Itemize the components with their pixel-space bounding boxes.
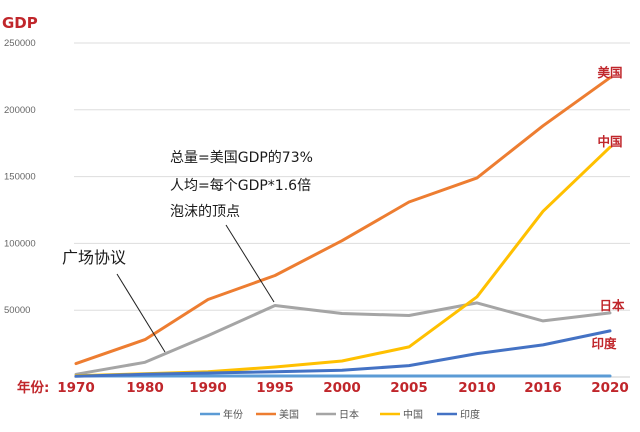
x-tick-label: 2016 [524,380,562,396]
gridlines [74,42,630,378]
y-tick-labels: 250000 200000 150000 100000 50000 [4,38,36,316]
x-tick-label: 2005 [390,380,428,396]
annotation-pointer [116,273,166,353]
series-line-4 [74,329,612,378]
x-tick-label: 2020 [591,380,629,396]
x-tick-label: 2000 [323,380,361,396]
series-line-1 [74,76,612,366]
x-tick-label: 1990 [189,380,227,396]
legend-label: 日本 [339,408,359,421]
y-tick-label: 100000 [4,238,36,249]
legend-label: 美国 [279,408,299,421]
x-tick-labels: 1970 1980 1990 1995 2000 2005 2010 2016 2020 [57,380,629,396]
x-tick-label: 1980 [126,380,164,396]
legend-label: 年份 [223,408,243,421]
x-tick-label: 1970 [57,380,95,396]
annotation-bubble-line: 泡沫的顶点 [170,204,240,220]
y-tick-label: 200000 [4,105,36,116]
series-lines [74,76,612,378]
series-label: 美国 [597,65,622,80]
annotation-bubble-line: 总量=美国GDP的73% [170,150,313,166]
series-label: 印度 [591,336,617,351]
annotation-pointer [225,224,275,303]
annotation-plaza-accord: 广场协议 [62,248,126,267]
x-tick-label: 1995 [256,380,294,396]
legend-label: 中国 [403,408,423,421]
series-line-3 [74,145,612,378]
y-tick-label: 150000 [4,172,36,183]
legend-label: 印度 [460,408,480,421]
series-label: 中国 [597,134,622,149]
y-tick-label: 250000 [4,38,36,49]
legend: 年份 美国 日本 中国 印度 [200,408,480,421]
annotation-bubble-line: 人均=每个GDP*1.6倍 [170,178,311,194]
y-axis-title: GDP [2,14,38,32]
y-tick-label: 50000 [4,305,30,316]
series-label: 日本 [599,298,625,313]
series-line-2 [74,301,612,376]
x-axis-prefix-label: 年份: [17,379,49,396]
x-tick-label: 2010 [458,380,496,396]
